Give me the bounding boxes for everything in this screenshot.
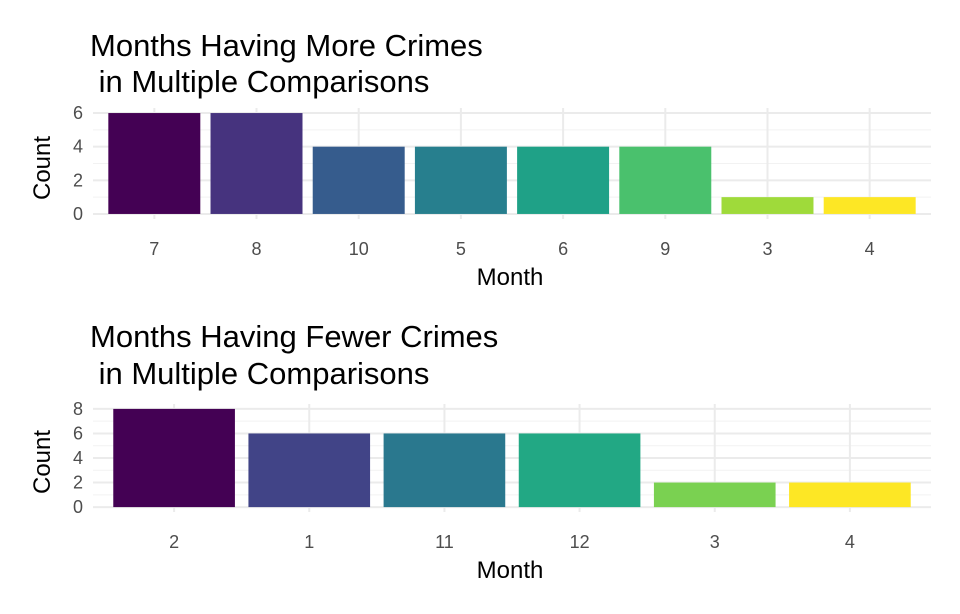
x-axis-title: Month [477, 557, 544, 584]
y-tick-label: 2 [73, 170, 83, 190]
y-tick-labels: 0 2 4 6 8 [73, 399, 83, 517]
chart-title-line1: Months Having More Crimes [90, 28, 483, 63]
y-tick-label: 8 [73, 399, 83, 419]
bars [113, 408, 911, 508]
x-tick-label: 4 [845, 532, 855, 552]
x-tick-label: 9 [660, 239, 670, 259]
x-tick-label: 4 [865, 239, 875, 259]
x-tick-label: 2 [169, 532, 179, 552]
y-tick-label: 6 [73, 103, 83, 123]
bar-month-2 [113, 408, 235, 508]
bar-month-3 [653, 482, 776, 508]
bar-month-7 [108, 113, 201, 214]
y-tick-label: 4 [73, 137, 83, 157]
bar-month-5 [414, 146, 507, 214]
x-tick-label: 1 [304, 532, 314, 552]
bar-month-8 [210, 113, 303, 214]
bar-month-4 [823, 197, 916, 214]
chart-title-line2: in Multiple Comparisons [90, 64, 429, 99]
bars [108, 113, 916, 214]
x-tick-label: 8 [252, 239, 262, 259]
bar-month-10 [312, 146, 405, 214]
x-tick-label: 3 [762, 239, 772, 259]
bar-month-12 [518, 433, 641, 508]
bar-month-11 [383, 433, 506, 508]
bar-month-3 [721, 197, 814, 214]
x-tick-label: 7 [149, 239, 159, 259]
y-tick-label: 4 [73, 448, 83, 468]
x-tick-label: 10 [349, 239, 369, 259]
bar-month-4 [789, 482, 911, 508]
y-tick-label: 0 [73, 204, 83, 224]
x-tick-label: 12 [570, 532, 590, 552]
x-tick-label: 3 [710, 532, 720, 552]
x-tick-labels: 2 1 11 12 3 4 [169, 532, 855, 552]
bar-month-1 [248, 433, 371, 508]
y-axis-title: Count [29, 430, 56, 494]
chart-title-line1: Months Having Fewer Crimes [90, 319, 498, 354]
chart-panel-fewer-crimes: Months Having Fewer Crimes in Multiple C… [29, 319, 931, 584]
chart-panel-more-crimes: Months Having More Crimes in Multiple Co… [29, 28, 931, 291]
y-tick-label: 0 [73, 497, 83, 517]
x-tick-labels: 7 8 10 5 6 9 3 4 [149, 239, 874, 259]
y-axis-title: Count [29, 136, 56, 200]
y-tick-label: 2 [73, 473, 83, 493]
chart-title-line2: in Multiple Comparisons [90, 356, 429, 391]
bar-month-6 [517, 146, 610, 214]
bar-month-9 [619, 146, 712, 214]
y-tick-labels: 0 2 4 6 [73, 103, 83, 224]
y-tick-label: 6 [73, 423, 83, 443]
x-tick-label: 5 [456, 239, 466, 259]
x-tick-label: 6 [558, 239, 568, 259]
x-tick-label: 11 [435, 532, 454, 552]
x-axis-title: Month [477, 264, 544, 291]
